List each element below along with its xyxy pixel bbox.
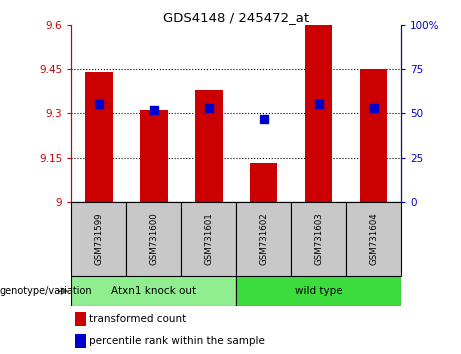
Text: Atxn1 knock out: Atxn1 knock out: [111, 286, 196, 296]
Bar: [126, 202, 181, 276]
Text: percentile rank within the sample: percentile rank within the sample: [89, 336, 265, 346]
Point: [370, 105, 377, 111]
Text: wild type: wild type: [295, 286, 343, 296]
Text: genotype/variation: genotype/variation: [0, 286, 93, 296]
Text: GSM731604: GSM731604: [369, 212, 378, 266]
Text: GSM731602: GSM731602: [259, 212, 268, 266]
Text: GSM731600: GSM731600: [149, 212, 159, 266]
Title: GDS4148 / 245472_at: GDS4148 / 245472_at: [163, 11, 309, 24]
Point: [95, 102, 103, 107]
Point: [150, 107, 158, 113]
Text: GSM731601: GSM731601: [204, 212, 213, 266]
Bar: [71, 276, 236, 306]
Bar: [140, 110, 168, 202]
Text: transformed count: transformed count: [89, 314, 186, 324]
Bar: [71, 202, 126, 276]
Bar: [195, 90, 223, 202]
Bar: [75, 312, 86, 326]
Point: [260, 116, 267, 121]
Point: [315, 102, 322, 107]
Bar: [85, 72, 112, 202]
Bar: [291, 202, 346, 276]
Text: GSM731603: GSM731603: [314, 212, 323, 266]
Bar: [250, 164, 278, 202]
Text: GSM731599: GSM731599: [95, 213, 103, 265]
Bar: [75, 334, 86, 348]
Bar: [181, 202, 236, 276]
Bar: [236, 202, 291, 276]
Bar: [305, 25, 332, 202]
Bar: [346, 202, 401, 276]
Bar: [236, 276, 401, 306]
Point: [205, 105, 213, 111]
Bar: [360, 69, 387, 202]
